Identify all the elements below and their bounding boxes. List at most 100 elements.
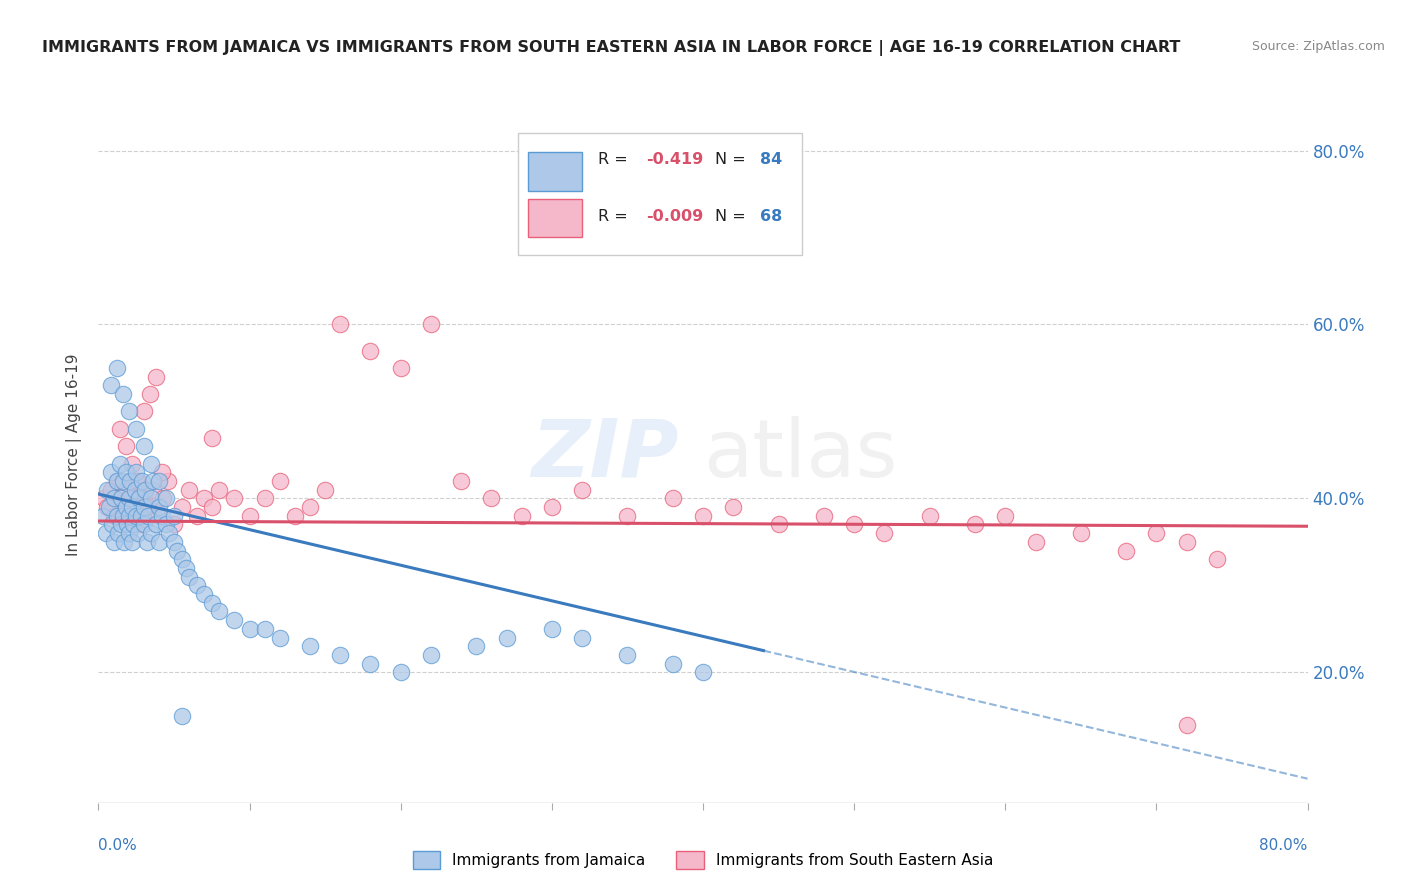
Point — [111, 474, 134, 488]
Point — [145, 369, 167, 384]
Point — [108, 422, 131, 436]
Point — [148, 534, 170, 549]
Point — [145, 517, 167, 532]
Point — [692, 508, 714, 523]
Point — [201, 596, 224, 610]
Text: 0.0%: 0.0% — [98, 838, 138, 853]
Point — [142, 474, 165, 488]
Point — [127, 526, 149, 541]
Point — [1024, 534, 1046, 549]
Point — [96, 500, 118, 514]
Point — [148, 508, 170, 523]
Point — [918, 508, 941, 523]
Point — [163, 517, 186, 532]
Point — [163, 534, 186, 549]
Point — [239, 622, 262, 636]
Point — [132, 491, 155, 506]
Point — [360, 343, 382, 358]
Point — [91, 508, 114, 523]
Point — [103, 491, 125, 506]
Point — [253, 622, 276, 636]
Point — [360, 657, 382, 671]
Point — [692, 665, 714, 680]
Point — [139, 387, 162, 401]
Point — [132, 500, 155, 514]
Point — [98, 500, 121, 514]
Point — [965, 517, 987, 532]
Point — [299, 500, 322, 514]
Point — [114, 483, 136, 497]
Text: 68: 68 — [759, 209, 782, 224]
Point — [723, 500, 745, 514]
Point — [329, 318, 352, 332]
Point — [105, 474, 128, 488]
Point — [108, 491, 131, 506]
Point — [107, 526, 129, 541]
Point — [1175, 534, 1198, 549]
Point — [120, 474, 142, 488]
Point — [201, 430, 224, 444]
Text: N =: N = — [716, 209, 751, 224]
Point — [101, 517, 124, 532]
Text: 80.0%: 80.0% — [1260, 838, 1308, 853]
Point — [105, 474, 128, 488]
Point — [768, 517, 790, 532]
Point — [571, 483, 593, 497]
Point — [299, 639, 322, 653]
Point — [873, 526, 896, 541]
Point — [389, 360, 412, 375]
Point — [110, 517, 132, 532]
Text: 84: 84 — [759, 152, 782, 167]
FancyBboxPatch shape — [517, 134, 803, 255]
Point — [159, 526, 181, 541]
Text: -0.419: -0.419 — [647, 152, 703, 167]
Point — [100, 483, 122, 497]
Point — [156, 474, 179, 488]
Point — [105, 508, 128, 523]
Point — [1175, 717, 1198, 731]
FancyBboxPatch shape — [527, 153, 582, 191]
Point — [135, 534, 157, 549]
Point — [193, 491, 215, 506]
Point — [1070, 526, 1092, 541]
Text: ZIP: ZIP — [531, 416, 679, 494]
Point — [148, 474, 170, 488]
Point — [420, 648, 443, 662]
Point — [125, 508, 148, 523]
Point — [540, 622, 562, 636]
Point — [141, 491, 163, 506]
Point — [284, 508, 307, 523]
Point — [96, 483, 118, 497]
Point — [179, 570, 201, 584]
Point — [510, 508, 533, 523]
Point — [616, 508, 638, 523]
Point — [132, 439, 155, 453]
FancyBboxPatch shape — [527, 199, 582, 237]
Point — [208, 483, 231, 497]
Point — [121, 491, 143, 506]
Point — [111, 387, 134, 401]
Legend: Immigrants from Jamaica, Immigrants from South Eastern Asia: Immigrants from Jamaica, Immigrants from… — [406, 845, 1000, 875]
Point — [186, 578, 208, 592]
Point — [170, 708, 193, 723]
Point — [131, 474, 153, 488]
Point — [571, 631, 593, 645]
Point — [1144, 526, 1167, 541]
Point — [103, 508, 125, 523]
Point — [112, 534, 135, 549]
Point — [129, 517, 152, 532]
Point — [155, 517, 177, 532]
Point — [616, 648, 638, 662]
Point — [239, 508, 262, 523]
Point — [108, 457, 131, 471]
Point — [111, 500, 134, 514]
Point — [314, 483, 336, 497]
Point — [389, 665, 412, 680]
Point — [118, 508, 141, 523]
Point — [224, 613, 246, 627]
Point — [844, 517, 866, 532]
Point — [114, 439, 136, 453]
Point — [132, 517, 155, 532]
Point — [269, 474, 291, 488]
Point — [186, 508, 208, 523]
